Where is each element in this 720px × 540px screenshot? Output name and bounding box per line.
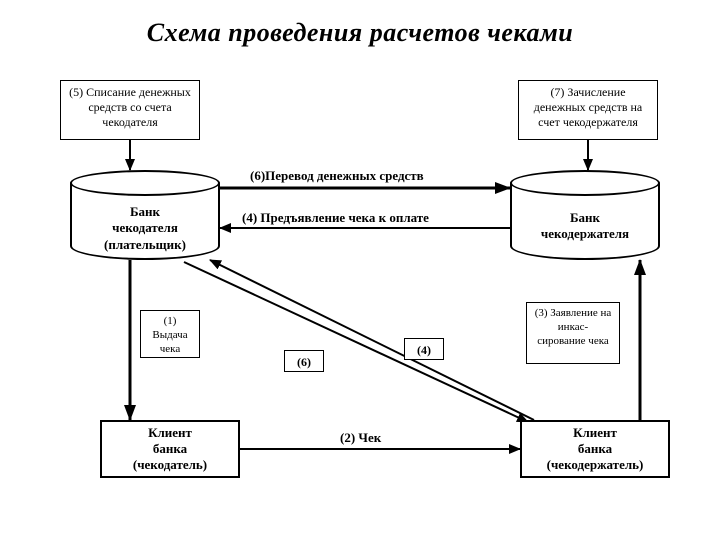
edge-bank-payer-to-client-holder bbox=[184, 262, 528, 422]
step3-box: (3) Заявление на инкас-сирование чека bbox=[526, 302, 620, 364]
tag4-box: (4) bbox=[404, 338, 444, 360]
client-payer-box: Клиентбанка(чекодатель) bbox=[100, 420, 240, 478]
tag6-box: (6) bbox=[284, 350, 324, 372]
bank-payer-cylinder: Банкчекодателя(плательщик) bbox=[70, 170, 220, 260]
client-payer-label: Клиентбанка(чекодатель) bbox=[129, 423, 211, 476]
edge-client-holder-to-bank-payer bbox=[210, 260, 534, 420]
edge-label-cheque: (2) Чек bbox=[340, 430, 381, 446]
step1-box: (1)Выдачачека bbox=[140, 310, 200, 358]
client-holder-label: Клиентбанка(чекодержатель) bbox=[543, 423, 648, 476]
bank-holder-cylinder: Банкчекодержателя bbox=[510, 170, 660, 260]
bank-payer-label: Банкчекодателя(плательщик) bbox=[70, 204, 220, 253]
edge-label-present: (4) Предъявление чека к оплате bbox=[242, 210, 429, 226]
bank-holder-label: Банкчекодержателя bbox=[510, 210, 660, 243]
diagram-canvas: (5) Списание денежных средств со счета ч… bbox=[40, 70, 680, 510]
step5-box: (5) Списание денежных средств со счета ч… bbox=[60, 80, 200, 140]
step7-box: (7) Зачисление денежных средств на счет … bbox=[518, 80, 658, 140]
edge-label-transfer: (6)Перевод денежных средств bbox=[250, 168, 424, 184]
page-title: Схема проведения расчетов чеками bbox=[0, 18, 720, 48]
client-holder-box: Клиентбанка(чекодержатель) bbox=[520, 420, 670, 478]
